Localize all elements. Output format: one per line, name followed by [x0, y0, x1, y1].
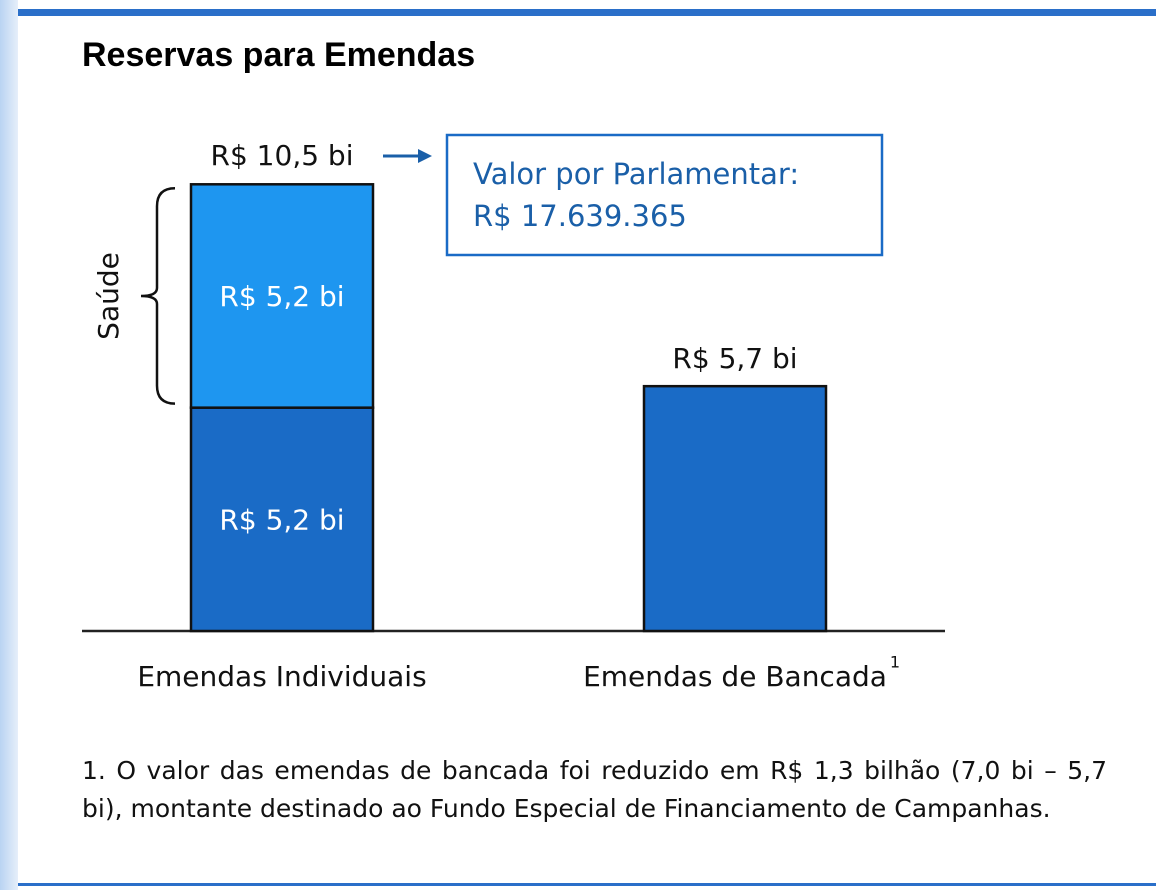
x-tick-label: Emendas de Bancada	[583, 660, 887, 693]
total-label: R$ 10,5 bi	[211, 139, 354, 172]
x-tick-label: Emendas Individuais	[137, 660, 426, 693]
chart-title: Reservas para Emendas	[82, 36, 475, 74]
edge-strip	[0, 0, 18, 890]
top-bar	[18, 9, 1156, 16]
arrow-head	[418, 149, 432, 163]
box-text: Valor por Parlamentar:	[473, 157, 799, 191]
legend-label: Saúde	[92, 252, 125, 340]
value-label: R$ 5,7 bi	[672, 342, 797, 375]
bar-segment	[642, 384, 828, 633]
value-label: R$ 5,2 bi	[219, 503, 344, 536]
bracket	[140, 187, 176, 405]
value-label: R$ 5,2 bi	[219, 280, 344, 313]
box-text: R$ 17.639.365	[473, 199, 687, 233]
footnote: 1. O valor das emendas de bancada foi re…	[82, 756, 1107, 823]
bottom-bar	[18, 883, 1156, 886]
bar-segment	[189, 183, 375, 409]
footnote-marker: 1	[890, 653, 900, 672]
info-box	[445, 133, 884, 257]
